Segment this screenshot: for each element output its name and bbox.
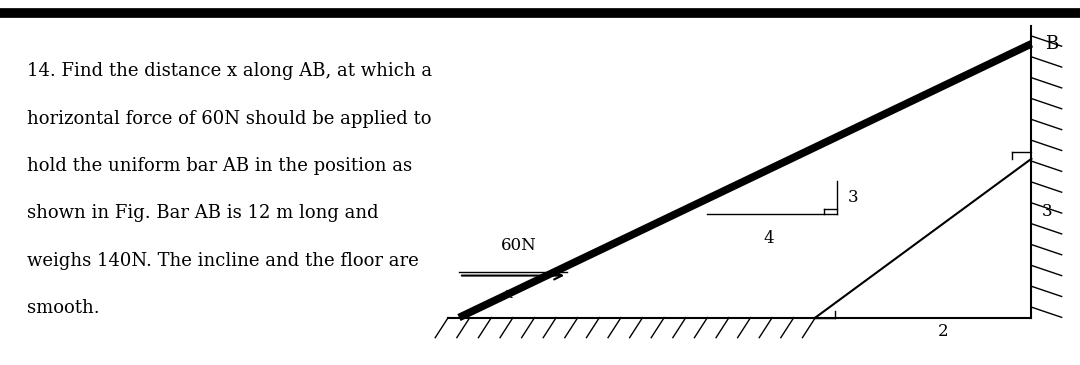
Text: 2: 2 <box>937 323 948 340</box>
Text: horizontal force of 60N should be applied to: horizontal force of 60N should be applie… <box>27 110 432 127</box>
Text: 60N: 60N <box>500 237 537 254</box>
Text: hold the uniform bar AB in the position as: hold the uniform bar AB in the position … <box>27 157 413 175</box>
Text: weighs 140N. The incline and the floor are: weighs 140N. The incline and the floor a… <box>27 252 419 270</box>
Text: shown in Fig. Bar AB is 12 m long and: shown in Fig. Bar AB is 12 m long and <box>27 204 379 222</box>
Text: B: B <box>1045 35 1058 53</box>
Text: 3: 3 <box>848 189 859 205</box>
Text: 3: 3 <box>1042 203 1053 220</box>
Text: 4: 4 <box>764 230 774 247</box>
Text: x: x <box>505 287 514 301</box>
Text: 14. Find the distance x along AB, at which a: 14. Find the distance x along AB, at whi… <box>27 62 432 80</box>
Text: smooth.: smooth. <box>27 299 99 317</box>
